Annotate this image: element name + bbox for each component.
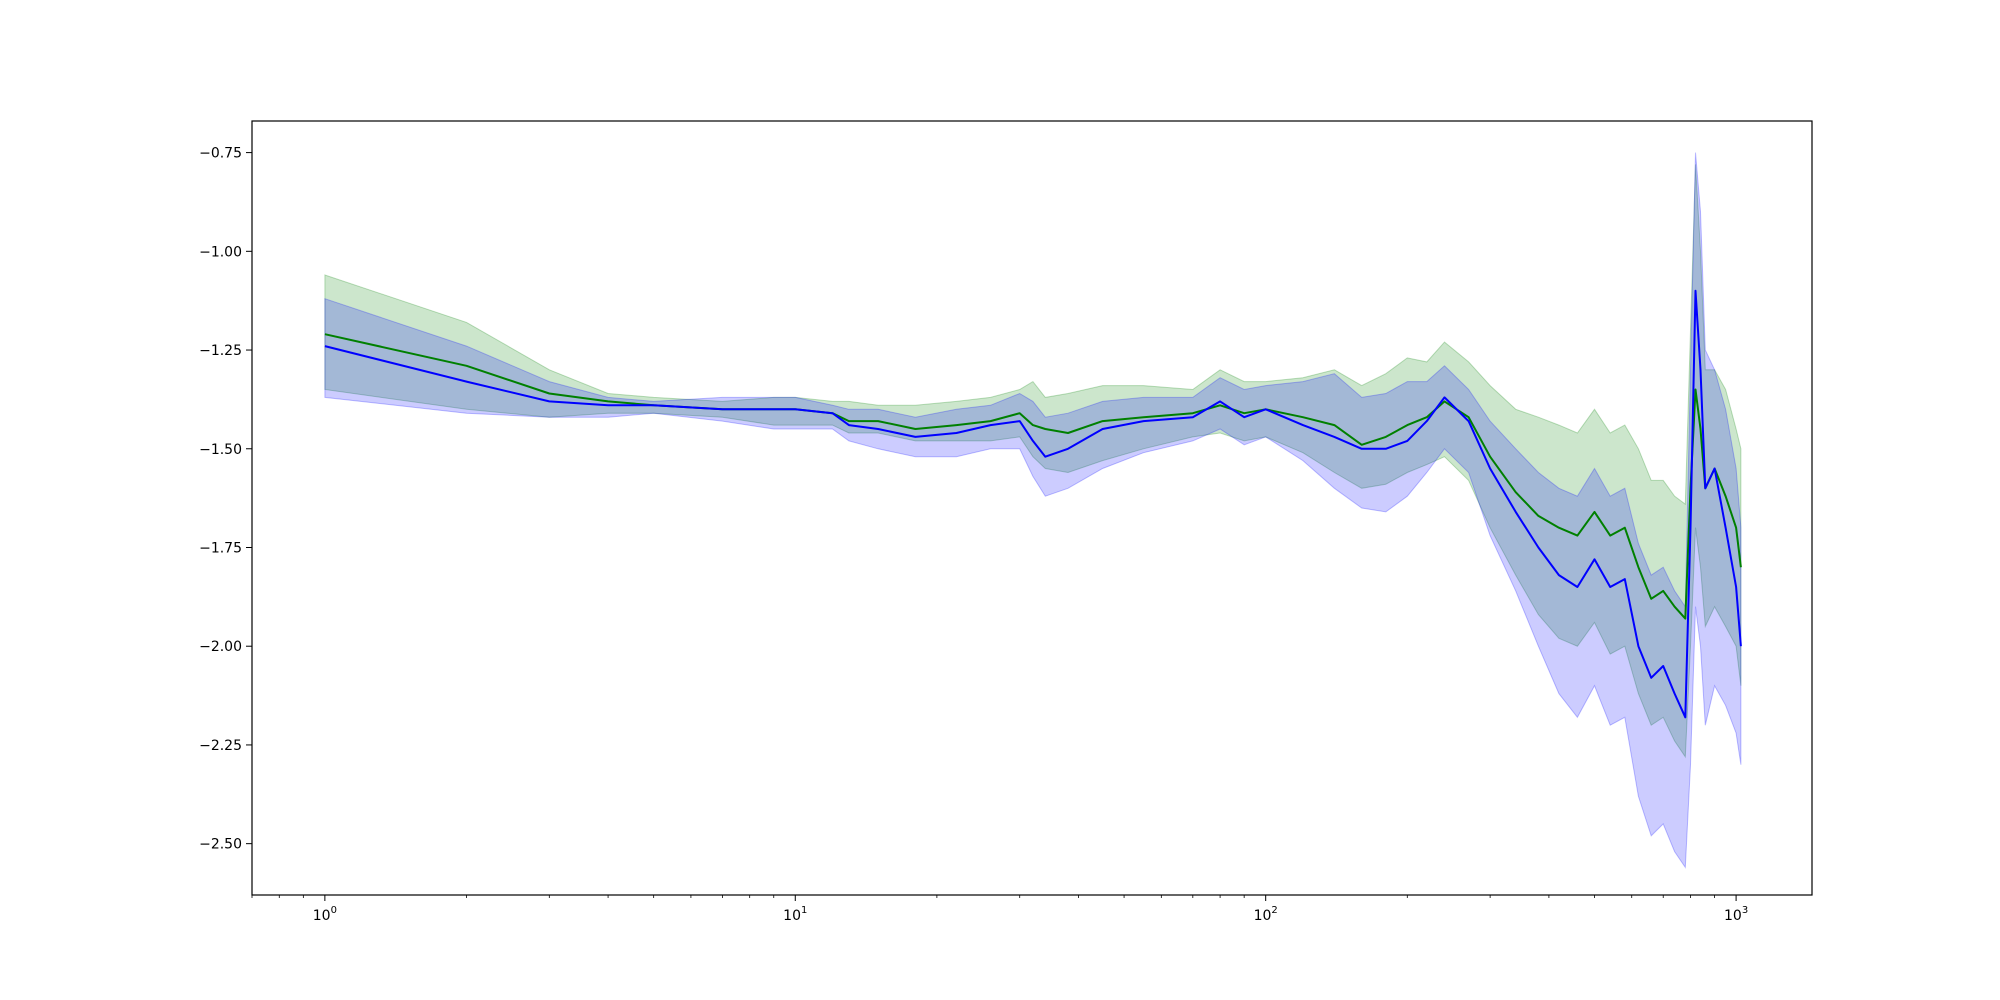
x-tick-label: 103 <box>1724 905 1748 924</box>
y-tick-label: −0.75 <box>199 146 242 162</box>
x-tick-label: 102 <box>1254 905 1278 924</box>
series-0-band <box>324 164 1742 759</box>
x-tick-label: 100 <box>313 905 337 924</box>
axes-frame <box>251 120 1813 896</box>
series-0-line <box>324 333 1742 620</box>
y-tick-label: −2.00 <box>199 639 242 655</box>
series-1-line <box>324 289 1742 719</box>
y-tick-label: −1.50 <box>199 442 242 458</box>
series-1-band <box>324 152 1742 869</box>
y-tick-label: −1.75 <box>199 540 242 556</box>
y-tick-label: −2.50 <box>199 837 242 853</box>
x-tick-label: 101 <box>783 905 807 924</box>
y-axis: −0.75 −1.00 −1.25 −1.50 −1.75 −2.00 −2.25 −2.50 <box>199 146 252 853</box>
x-axis: 100 101 102 103 <box>251 895 1748 924</box>
y-tick-label: −2.25 <box>199 738 242 754</box>
plot-area <box>324 152 1742 869</box>
y-tick-label: −1.25 <box>199 343 242 359</box>
y-tick-label: −1.00 <box>199 244 242 260</box>
series-group <box>324 152 1742 869</box>
